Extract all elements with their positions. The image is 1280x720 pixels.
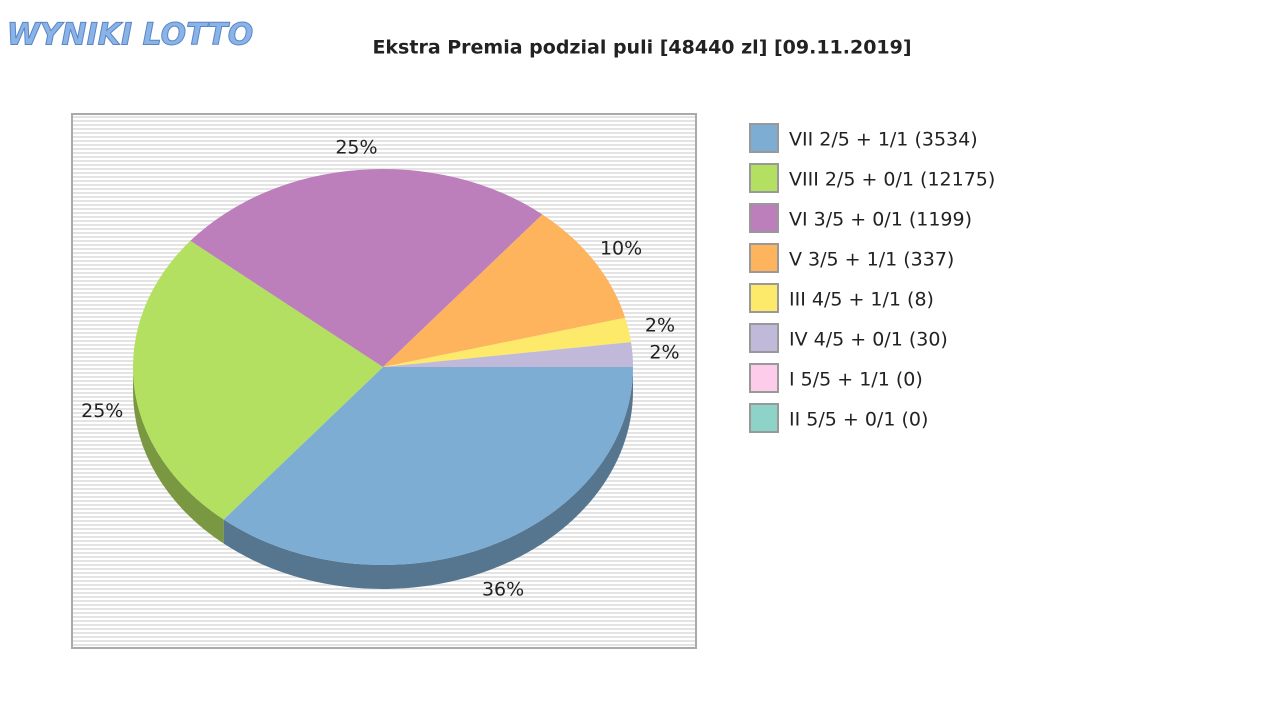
legend-swatch bbox=[749, 123, 779, 153]
logo: WYNIKI LOTTO bbox=[7, 18, 254, 53]
legend-swatch bbox=[749, 323, 779, 353]
legend-swatch bbox=[749, 203, 779, 233]
slice-side bbox=[133, 367, 224, 544]
legend-swatch bbox=[749, 283, 779, 313]
data-label: 36% bbox=[482, 579, 524, 601]
slice bbox=[383, 342, 633, 367]
data-label: 25% bbox=[81, 400, 123, 422]
data-label: 25% bbox=[335, 136, 377, 158]
chart-title: Ekstra Premia podzial puli [48440 zl] [0… bbox=[372, 37, 911, 59]
legend-label: VIII 2/5 + 0/1 (12175) bbox=[789, 169, 995, 191]
data-label: 10% bbox=[600, 238, 642, 260]
legend-swatch bbox=[749, 403, 779, 433]
legend-label: III 4/5 + 1/1 (8) bbox=[789, 289, 934, 311]
slice bbox=[190, 169, 543, 367]
slice bbox=[223, 367, 634, 566]
legend-swatch bbox=[749, 243, 779, 273]
legend-label: I 5/5 + 1/1 (0) bbox=[789, 369, 923, 391]
legend-swatch bbox=[749, 363, 779, 393]
legend-label: II 5/5 + 0/1 (0) bbox=[789, 409, 928, 431]
legend-label: VI 3/5 + 0/1 (1199) bbox=[789, 209, 972, 231]
data-label: 2% bbox=[649, 342, 679, 364]
slice bbox=[383, 317, 632, 367]
slice-side bbox=[223, 367, 634, 589]
legend-swatch bbox=[749, 163, 779, 193]
legend-label: IV 4/5 + 0/1 (30) bbox=[789, 329, 948, 351]
legend-label: VII 2/5 + 1/1 (3534) bbox=[789, 129, 978, 151]
slice bbox=[133, 240, 383, 520]
data-label: 2% bbox=[645, 314, 675, 336]
slice bbox=[383, 214, 626, 367]
legend-label: V 3/5 + 1/1 (337) bbox=[789, 249, 954, 271]
legend: VII 2/5 + 1/1 (3534) VIII 2/5 + 0/1 (1217… bbox=[749, 123, 995, 433]
pie: 36% 25% 25% 10% 2% 2% bbox=[81, 136, 679, 600]
